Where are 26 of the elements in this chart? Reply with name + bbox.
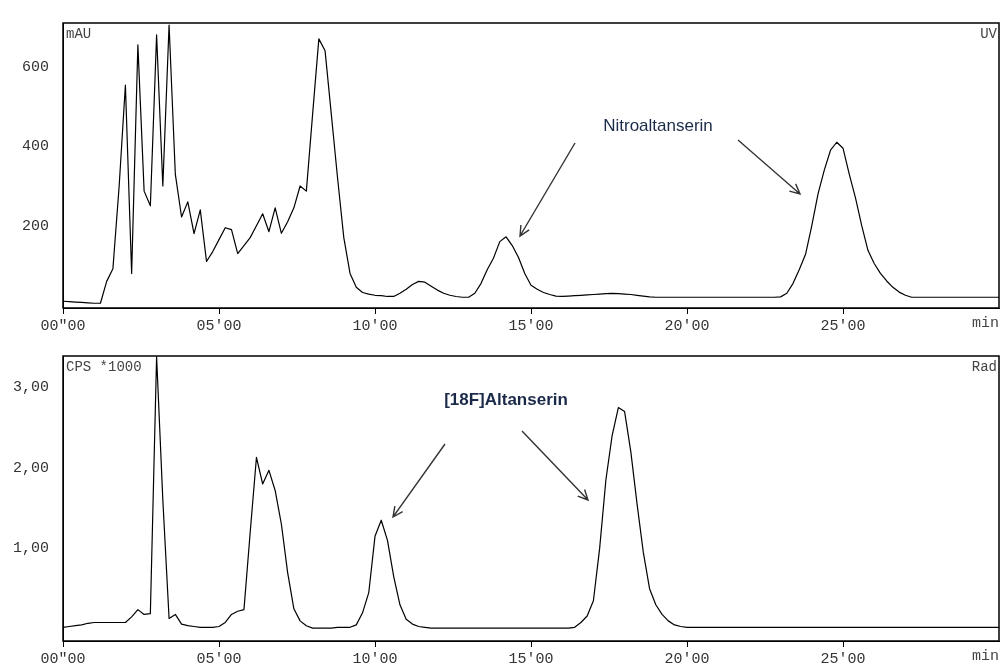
y-tick-label: 1,00: [12, 540, 49, 558]
x-tick-label: 05'00: [196, 317, 242, 335]
x-tick-label: 15'00: [508, 650, 554, 666]
y-tick-label: 600: [21, 58, 49, 76]
y-tick-label: 200: [21, 217, 49, 235]
y-axis-title: mAU: [66, 25, 92, 42]
y-tick-label: 2,00: [12, 459, 49, 477]
x-tick-label: 10'00: [352, 650, 398, 666]
x-axis-title: min: [971, 315, 999, 333]
x-tick-label: 10'00: [352, 317, 398, 335]
x-tick-label: 20'00: [664, 317, 710, 335]
annotation: [18F]Altanserin: [444, 389, 568, 409]
y-tick-label: 400: [21, 138, 49, 156]
x-tick-label: 25'00: [820, 317, 866, 335]
x-tick-label: 00"00: [40, 317, 86, 335]
y-tick-label: 3,00: [12, 379, 49, 397]
x-axis-title: min: [971, 648, 999, 666]
y-axis-title: CPS *1000: [66, 358, 142, 375]
annotation: UV: [980, 25, 998, 42]
x-tick-label: 15'00: [508, 317, 554, 335]
annotation: Rad: [971, 358, 997, 375]
annotation: Nitroaltanserin: [603, 115, 713, 135]
x-tick-label: 25'00: [820, 650, 866, 666]
x-tick-label: 05'00: [196, 650, 242, 666]
x-tick-label: 00"00: [40, 650, 86, 666]
x-tick-label: 20'00: [664, 650, 710, 666]
